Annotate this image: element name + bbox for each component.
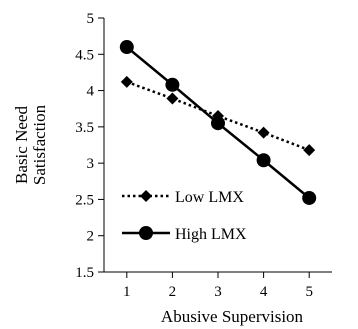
y-tick-label: 3 <box>87 156 95 172</box>
y-tick-label: 4 <box>87 84 95 100</box>
legend-item-low-lmx: Low LMX <box>122 189 244 206</box>
y-tick-label: 5 <box>87 11 95 27</box>
legend-marker-low-lmx <box>140 190 152 202</box>
data-point-low-lmx <box>166 92 179 105</box>
data-point-high-lmx <box>256 153 271 168</box>
x-tick-label: 2 <box>169 284 177 300</box>
data-point-low-lmx <box>120 75 133 88</box>
data-point-high-lmx <box>211 116 225 131</box>
x-axis-label: Abusive Supervision <box>161 307 304 326</box>
data-point-low-lmx <box>257 126 270 139</box>
data-point-high-lmx <box>165 77 180 92</box>
y-axis-label-line-1: Basic Need <box>12 106 31 184</box>
y-tick-label: 2.5 <box>75 192 94 208</box>
series-low-lmx <box>120 75 316 157</box>
x-tick-label: 1 <box>123 284 131 300</box>
legend-marker-high-lmx <box>139 226 153 240</box>
data-point-low-lmx <box>303 144 316 157</box>
y-tick-label: 3.5 <box>75 120 94 136</box>
y-tick-label: 1.5 <box>75 265 94 281</box>
y-ticks: 1.5 2 2.5 3 3.5 4 4.5 5 <box>75 11 104 281</box>
x-ticks: 1 2 3 4 5 <box>123 272 313 300</box>
data-point-high-lmx <box>119 40 134 55</box>
y-axis-label-line-2: Satisfaction <box>30 104 49 185</box>
legend-label-low-lmx: Low LMX <box>175 189 244 206</box>
y-axis-label: Basic Need Satisfaction <box>12 104 49 185</box>
series-layer <box>119 40 317 205</box>
y-tick-label: 2 <box>87 229 95 245</box>
x-tick-label: 3 <box>214 284 222 300</box>
x-tick-label: 5 <box>305 284 313 300</box>
x-tick-label: 4 <box>260 284 268 300</box>
legend-item-high-lmx: High LMX <box>122 226 247 243</box>
legend: Low LMX High LMX <box>122 189 247 243</box>
data-point-high-lmx <box>302 190 317 205</box>
series-high-lmx <box>119 40 317 205</box>
y-tick-label: 4.5 <box>75 47 94 63</box>
legend-label-high-lmx: High LMX <box>175 226 247 243</box>
